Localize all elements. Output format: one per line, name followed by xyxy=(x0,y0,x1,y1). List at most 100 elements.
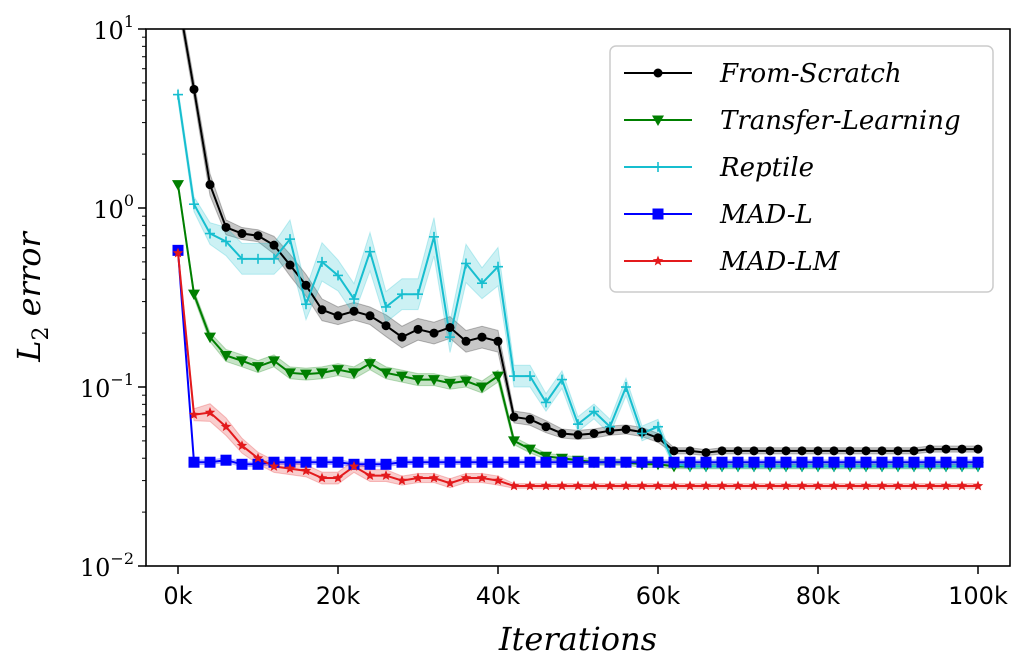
point-from-scratch-18 xyxy=(461,336,471,346)
legend-marker-from-scratch xyxy=(653,68,663,78)
point-mad-lm-47 xyxy=(924,480,936,491)
point-transfer-learning-11 xyxy=(348,368,360,379)
point-mad-lm-17 xyxy=(444,477,456,488)
point-reptile-25 xyxy=(573,419,583,430)
point-from-scratch-17 xyxy=(445,322,455,332)
point-from-scratch-21 xyxy=(509,412,519,422)
y-axis: 10−2 10−1 100 101 xyxy=(80,12,146,582)
point-from-scratch-3 xyxy=(221,222,231,232)
point-mad-lm-45 xyxy=(892,480,904,491)
point-reptile-3 xyxy=(221,236,231,247)
point-mad-lm-16 xyxy=(428,472,440,483)
point-reptile-1 xyxy=(189,199,199,210)
point-mad-l-33 xyxy=(700,456,712,468)
point-reptile-19 xyxy=(477,278,487,289)
point-from-scratch-36 xyxy=(749,446,759,456)
point-transfer-learning-12 xyxy=(364,359,376,370)
point-from-scratch-35 xyxy=(733,446,743,456)
point-reptile-15 xyxy=(413,289,423,300)
point-mad-l-18 xyxy=(460,456,472,468)
point-mad-l-21 xyxy=(508,456,520,468)
point-mad-lm-34 xyxy=(716,480,728,491)
point-transfer-learning-8 xyxy=(300,369,312,381)
point-mad-l-29 xyxy=(636,456,648,468)
point-mad-l-1 xyxy=(188,456,200,468)
point-mad-l-35 xyxy=(732,456,744,468)
legend-label-mad-l: MAD-L xyxy=(719,200,813,230)
point-reptile-21 xyxy=(509,371,519,382)
point-mad-lm-39 xyxy=(796,480,808,491)
point-transfer-learning-22 xyxy=(524,444,536,456)
point-from-scratch-40 xyxy=(813,446,823,456)
x-axis-label: Iterations xyxy=(498,620,657,658)
point-from-scratch-10 xyxy=(333,311,343,321)
point-reptile-7 xyxy=(285,234,295,245)
legend-marker-reptile xyxy=(653,162,663,172)
point-transfer-learning-20 xyxy=(492,371,504,383)
point-mad-l-50 xyxy=(972,456,984,468)
y-tick-label-0: 10−2 xyxy=(80,549,134,582)
point-mad-l-39 xyxy=(796,456,808,468)
point-from-scratch-33 xyxy=(701,448,711,458)
point-from-scratch-48 xyxy=(941,444,951,454)
point-mad-lm-22 xyxy=(524,480,536,491)
point-reptile-29 xyxy=(637,428,647,439)
point-mad-l-27 xyxy=(604,456,616,468)
x-tick-label-0: 0k xyxy=(163,582,192,610)
point-from-scratch-4 xyxy=(237,229,247,239)
point-from-scratch-20 xyxy=(493,336,503,346)
legend-item-mad-l: MAD-L xyxy=(624,200,813,230)
point-mad-lm-5 xyxy=(252,452,264,463)
point-mad-l-46 xyxy=(908,456,920,468)
point-reptile-6 xyxy=(269,253,279,264)
y-tick-label-2: 100 xyxy=(93,191,134,224)
x-tick-label-5: 100k xyxy=(948,582,1008,610)
point-mad-lm-11 xyxy=(348,460,360,471)
point-from-scratch-50 xyxy=(973,444,983,454)
point-mad-lm-3 xyxy=(220,421,232,432)
point-mad-l-4 xyxy=(236,458,248,470)
point-reptile-8 xyxy=(301,299,311,310)
point-from-scratch-39 xyxy=(797,446,807,456)
point-mad-l-47 xyxy=(924,456,936,468)
point-from-scratch-24 xyxy=(557,428,567,438)
point-mad-l-26 xyxy=(588,456,600,468)
point-transfer-learning-4 xyxy=(236,356,248,367)
point-mad-l-49 xyxy=(956,456,968,468)
point-mad-l-37 xyxy=(764,456,776,468)
point-from-scratch-6 xyxy=(269,240,279,250)
point-transfer-learning-16 xyxy=(428,375,440,386)
legend-marker-mad-lm xyxy=(652,255,664,266)
x-axis: 0k 20k 40k 60k 80k 100k xyxy=(163,566,1008,610)
point-reptile-27 xyxy=(605,421,615,432)
point-mad-lm-20 xyxy=(492,475,504,486)
point-mad-l-9 xyxy=(316,456,328,468)
point-reptile-4 xyxy=(237,253,247,264)
point-reptile-17 xyxy=(445,332,455,343)
point-mad-lm-44 xyxy=(876,480,888,491)
point-mad-lm-26 xyxy=(588,480,600,491)
point-from-scratch-45 xyxy=(893,446,903,456)
point-from-scratch-34 xyxy=(717,446,727,456)
point-transfer-learning-17 xyxy=(444,378,456,390)
point-mad-l-41 xyxy=(828,456,840,468)
point-mad-lm-30 xyxy=(652,480,664,491)
point-transfer-learning-19 xyxy=(476,382,488,393)
point-mad-l-2 xyxy=(204,456,216,468)
point-from-scratch-7 xyxy=(285,260,295,270)
point-mad-l-45 xyxy=(892,456,904,468)
legend-item-mad-lm: MAD-LM xyxy=(624,247,841,277)
legend-item-from-scratch: From-Scratch xyxy=(624,59,902,89)
point-mad-lm-28 xyxy=(620,480,632,491)
point-mad-lm-29 xyxy=(636,480,648,491)
point-from-scratch-23 xyxy=(541,422,551,432)
point-mad-lm-1 xyxy=(188,409,200,420)
point-mad-lm-40 xyxy=(812,480,824,491)
point-mad-l-16 xyxy=(428,456,440,468)
point-mad-lm-27 xyxy=(604,480,616,491)
point-mad-lm-8 xyxy=(300,465,312,476)
point-transfer-learning-10 xyxy=(332,365,344,376)
point-mad-l-8 xyxy=(300,456,312,468)
point-mad-lm-38 xyxy=(780,480,792,491)
